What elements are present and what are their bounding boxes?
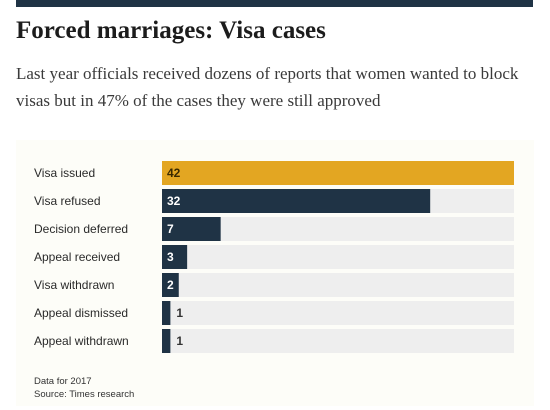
- data-note: Data for 2017: [34, 376, 92, 387]
- category-label: Visa refused: [34, 194, 101, 208]
- value-label: 1: [176, 334, 183, 348]
- bar-visa-issued: [162, 161, 514, 185]
- value-label: 7: [167, 222, 174, 236]
- value-label: 2: [167, 278, 174, 292]
- bar-track-appeal-received: [162, 245, 514, 269]
- bar-track-appeal-withdrawn: [162, 329, 514, 353]
- chart-title: Forced marriages: Visa cases: [16, 17, 326, 44]
- bar-track-appeal-dismissed: [162, 301, 514, 325]
- bar-appeal-withdrawn: [162, 329, 171, 353]
- top-rule: [16, 0, 533, 7]
- category-label: Appeal received: [34, 250, 120, 264]
- category-label: Appeal dismissed: [34, 306, 128, 320]
- chart-subtitle: Last year officials received dozens of r…: [16, 64, 519, 110]
- value-label: 3: [167, 250, 174, 264]
- bar-appeal-received: [162, 245, 188, 269]
- category-label: Visa issued: [34, 166, 95, 180]
- bar-appeal-dismissed: [162, 301, 171, 325]
- bar-decision-deferred: [162, 217, 221, 241]
- bar-visa-withdrawn: [162, 273, 179, 297]
- category-label: Appeal withdrawn: [34, 334, 129, 348]
- bar-visa-refused: [162, 189, 431, 213]
- category-label: Visa withdrawn: [34, 278, 114, 292]
- value-label: 1: [176, 306, 183, 320]
- source-note: Source: Times research: [34, 389, 135, 400]
- value-label: 32: [167, 194, 181, 208]
- bar-track-visa-withdrawn: [162, 273, 514, 297]
- category-label: Decision deferred: [34, 222, 128, 236]
- value-label: 42: [167, 166, 181, 180]
